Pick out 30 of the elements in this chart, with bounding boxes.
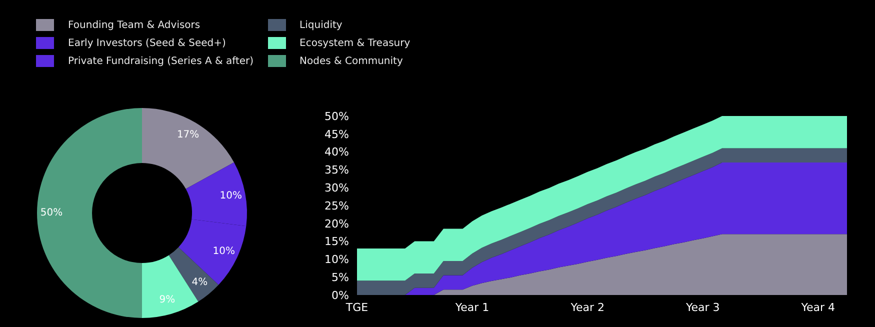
y-tick-label: 20%: [324, 217, 349, 230]
donut-slice: [37, 108, 142, 318]
y-tick-label: 30%: [324, 182, 349, 195]
y-tick-label: 10%: [324, 253, 349, 266]
data-label: 9%: [159, 294, 176, 306]
y-tick-label: 0%: [332, 288, 349, 302]
y-tick-label: 35%: [324, 164, 349, 177]
data-label: 4%: [192, 277, 208, 288]
y-tick-label: 5%: [332, 271, 349, 284]
y-tick-label: 50%: [324, 110, 349, 123]
x-tick-label: Year 3: [684, 300, 720, 314]
legend-label: Private Fundraising (Series A & after): [68, 56, 254, 66]
data-label: 10%: [220, 190, 242, 202]
x-tick-label: Year 4: [800, 300, 836, 314]
data-label: 10%: [212, 246, 236, 258]
x-tick-label: Year 2: [570, 300, 604, 314]
x-tick-label: TGE: [344, 300, 368, 314]
legend-label: Early Investors (Seed & Seed+): [68, 38, 226, 48]
legend-label: Liquidity: [300, 20, 342, 30]
data-label: 50%: [40, 208, 63, 218]
data-label: 17%: [176, 130, 200, 141]
legend-label: Ecosystem & Treasury: [300, 38, 410, 48]
y-tick-label: 25%: [324, 199, 349, 212]
y-tick-label: 40%: [324, 146, 349, 159]
donut-slice: [142, 108, 234, 189]
x-tick-label: Year 1: [454, 300, 490, 314]
y-tick-label: 15%: [324, 235, 349, 248]
y-tick-label: 45%: [324, 128, 349, 141]
legend-label: Founding Team & Advisors: [68, 20, 200, 30]
legend-label: Nodes & Community: [300, 56, 403, 66]
